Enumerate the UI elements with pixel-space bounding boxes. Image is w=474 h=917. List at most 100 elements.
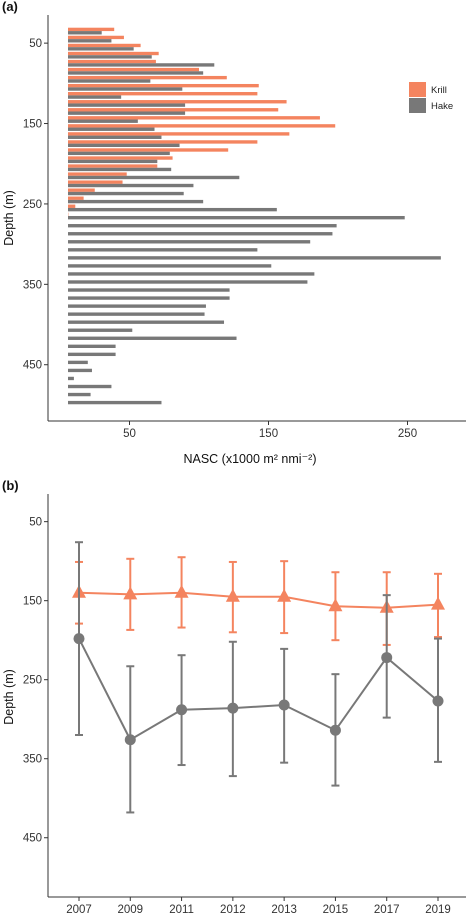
bar-krill xyxy=(68,180,123,184)
bar-hake xyxy=(68,183,194,188)
bar-hake xyxy=(68,135,162,139)
point-triangle-series xyxy=(277,588,292,602)
bar-hake xyxy=(68,119,138,123)
bar-krill xyxy=(68,172,127,176)
legend-swatch-hake xyxy=(409,98,426,113)
x-tick-label: 2017 xyxy=(374,904,400,916)
bar-hake xyxy=(68,312,205,316)
y-tick-label: 250 xyxy=(23,199,42,211)
x-tick-label: 2011 xyxy=(169,904,194,916)
legend: Krill Hake xyxy=(409,82,453,113)
bar-hake xyxy=(68,47,134,51)
panel-b-y-axis-label: Depth (m) xyxy=(2,669,16,725)
panel-b-label: (b) xyxy=(2,478,19,493)
y-tick-label: 450 xyxy=(23,360,42,372)
bar-hake xyxy=(68,143,180,148)
point-circle-series xyxy=(432,695,444,707)
bar-hake xyxy=(68,191,184,196)
point-circle-series xyxy=(227,702,239,714)
bar-hake xyxy=(68,79,151,83)
point-triangle-series xyxy=(123,586,138,600)
y-tick-label: 350 xyxy=(23,279,42,291)
point-circle-series xyxy=(381,652,393,664)
bar-hake xyxy=(68,87,183,91)
bar-hake xyxy=(68,95,122,99)
bar-hake xyxy=(68,63,215,67)
panel-a-label: (a) xyxy=(2,0,18,14)
panel-a-x-axis-label: NASC (x1000 m² nmi⁻²) xyxy=(183,452,316,466)
panel-a-y-axis-label: Depth (m) xyxy=(2,190,16,246)
bar-hake xyxy=(68,392,91,397)
bar-krill xyxy=(68,140,258,144)
x-tick-label: 250 xyxy=(398,428,417,440)
point-circle-series xyxy=(278,699,290,711)
panel-b-plot xyxy=(72,541,445,814)
bar-krill xyxy=(68,59,156,64)
point-circle-series xyxy=(124,734,136,746)
bar-hake xyxy=(68,159,158,164)
bar-krill xyxy=(68,43,141,48)
bar-hake xyxy=(68,304,206,308)
bar-hake xyxy=(68,264,272,268)
bar-hake xyxy=(68,336,237,340)
panel-a-x-ticks: 50 150 250 xyxy=(123,421,417,440)
bar-hake xyxy=(68,111,186,115)
bar-krill xyxy=(68,75,227,80)
x-tick-label: 150 xyxy=(259,428,278,440)
point-triangle-series xyxy=(328,598,343,612)
bar-hake xyxy=(68,400,162,405)
y-tick-label: 50 xyxy=(29,38,42,50)
bar-hake xyxy=(68,199,204,204)
panel-a: (a) 50 150 250 350 450 50 150 250 Depth (m) NA… xyxy=(2,0,466,466)
bar-hake xyxy=(68,256,441,260)
bar-hake xyxy=(68,215,405,220)
panel-a-y-ticks: 50 150 250 350 450 xyxy=(23,38,48,372)
line-circle-series xyxy=(78,638,439,742)
bar-krill xyxy=(68,196,84,200)
legend-swatch-krill xyxy=(409,82,426,97)
bar-hake xyxy=(68,288,230,292)
point-triangle-series xyxy=(431,596,445,610)
bar-hake xyxy=(68,151,170,156)
bar-hake xyxy=(68,103,186,107)
bar-krill xyxy=(68,132,290,136)
y-tick-label: 250 xyxy=(23,675,42,687)
x-tick-label: 2009 xyxy=(117,904,143,916)
y-tick-label: 350 xyxy=(23,754,42,766)
panel-b-y-ticks: 50 150 250 350 450 xyxy=(23,517,48,845)
point-triangle-series xyxy=(225,588,240,602)
bar-krill xyxy=(68,156,173,160)
bar-hake xyxy=(68,232,333,236)
bar-krill xyxy=(68,108,279,112)
bar-hake xyxy=(68,39,112,43)
bar-hake xyxy=(68,352,116,357)
bar-hake xyxy=(68,175,240,180)
y-tick-label: 50 xyxy=(29,517,42,529)
bar-hake xyxy=(68,127,155,131)
bar-krill xyxy=(68,35,124,40)
bar-hake xyxy=(68,328,133,332)
y-tick-label: 450 xyxy=(23,833,42,845)
bar-krill xyxy=(68,148,229,152)
x-tick-label: 2012 xyxy=(220,904,246,916)
bar-hake xyxy=(68,167,172,172)
bar-hake xyxy=(68,344,116,349)
point-circle-series xyxy=(329,724,341,736)
bar-hake xyxy=(68,368,92,373)
point-triangle-series xyxy=(174,584,189,598)
bar-krill xyxy=(68,188,95,192)
bar-hake xyxy=(68,360,88,365)
bar-hake xyxy=(68,71,204,75)
bar-krill xyxy=(68,116,320,120)
x-tick-label: 2007 xyxy=(66,904,92,916)
point-circle-series xyxy=(73,633,85,645)
bar-krill xyxy=(68,27,115,32)
bar-krill xyxy=(68,67,199,72)
panel-a-bars xyxy=(68,27,441,405)
bar-hake xyxy=(68,207,277,212)
bar-hake xyxy=(68,280,308,284)
bar-hake xyxy=(68,240,311,244)
bar-hake xyxy=(68,272,315,276)
x-tick-label: 2013 xyxy=(271,904,297,916)
